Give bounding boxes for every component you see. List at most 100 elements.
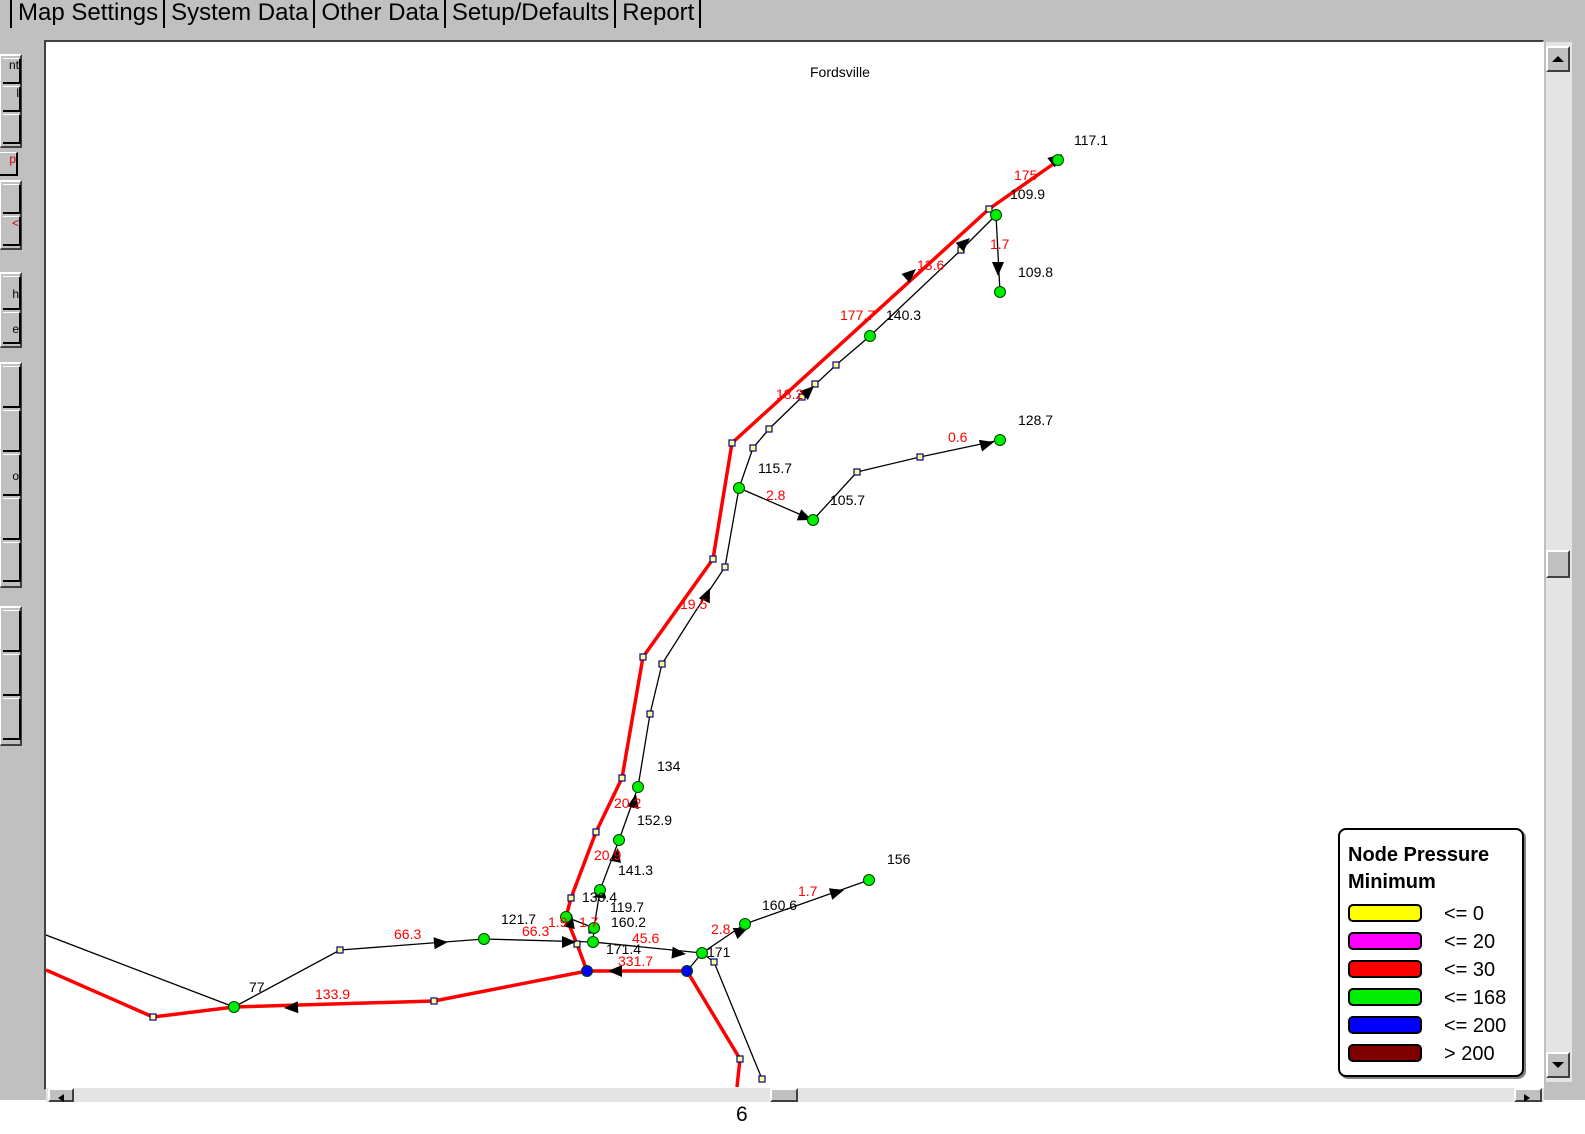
page-number-bar: 6 [0, 1100, 1585, 1134]
legend-title-line-2: Minimum [1348, 871, 1436, 893]
flow-label: 66.3 [522, 923, 549, 939]
junction-node[interactable] [864, 330, 876, 342]
scroll-down-button[interactable] [1546, 1052, 1570, 1078]
scroll-left-button[interactable] [48, 1088, 74, 1102]
flow-label: 0.6 [948, 429, 968, 445]
tab-map-settings[interactable]: Map Settings [10, 0, 163, 28]
toolbar-group-5 [0, 606, 22, 746]
pipe-vertex [336, 946, 344, 954]
scroll-right-button[interactable] [1514, 1088, 1542, 1102]
toolbar-button-15[interactable] [3, 654, 21, 696]
junction-node[interactable] [807, 514, 819, 526]
toolbar-button-3[interactable] [3, 114, 21, 144]
junction-node[interactable] [632, 781, 644, 793]
legend-title: Node Pressure Minimum [1348, 842, 1489, 896]
pipe-vertex [765, 425, 773, 433]
pipe [46, 968, 742, 1088]
flow-label: 13.6 [917, 257, 944, 273]
junction-node[interactable] [1052, 154, 1064, 166]
pipe-vertex [985, 205, 993, 213]
flow-arrow [609, 848, 621, 863]
toolbar-button-2[interactable]: l [3, 86, 21, 112]
toolbar-button-4[interactable]: p [0, 152, 18, 176]
junction-node[interactable] [588, 922, 600, 934]
junction-node[interactable] [560, 911, 572, 923]
map-canvas[interactable]: Fordsville [44, 40, 1544, 1090]
junction-node-blue[interactable] [681, 965, 693, 977]
pipe-vertex [798, 393, 806, 401]
tab-setup-defaults[interactable]: Setup/Defaults [443, 0, 614, 28]
flow-label: 1.9 [548, 914, 568, 930]
toolbar-button-8[interactable]: e [3, 312, 21, 344]
flow-arrow [671, 946, 686, 959]
legend-label: <= 168 [1444, 987, 1507, 1009]
flow-arrow [284, 1001, 299, 1014]
flow-label: 1.7 [990, 236, 1010, 252]
junction-node[interactable] [696, 947, 708, 959]
junction-node-blue[interactable] [581, 965, 593, 977]
pipe-vertex [916, 453, 924, 461]
pressure-label: 121.7 [501, 911, 536, 927]
legend-swatch [1348, 1016, 1422, 1034]
toolbar-button-13[interactable] [3, 542, 21, 582]
legend-swatch [1348, 988, 1422, 1006]
pipe-vertices [149, 205, 993, 1083]
pipe-vertex [618, 774, 626, 782]
pressure-label: 109.9 [1010, 186, 1045, 202]
junction-node[interactable] [478, 933, 490, 945]
pressure-label: 77 [249, 979, 265, 995]
tab-report[interactable]: Report [614, 0, 702, 28]
toolbar-button-9[interactable] [3, 366, 21, 408]
junction-node[interactable] [994, 434, 1006, 446]
map-title: Fordsville [810, 64, 870, 80]
junction-node[interactable] [994, 286, 1006, 298]
toolbar-button-10[interactable] [3, 410, 21, 452]
flow-arrow [732, 928, 748, 940]
scroll-thumb-horizontal[interactable] [770, 1088, 798, 1102]
toolbar-button-5[interactable] [3, 184, 21, 214]
toolbar-button-12[interactable] [3, 498, 21, 540]
pressure-label: 152.9 [637, 812, 672, 828]
toolbar-button-1[interactable]: nt [3, 58, 21, 84]
legend-swatch [1348, 1044, 1422, 1062]
junction-node[interactable] [863, 874, 875, 886]
pipe-vertex [639, 653, 647, 661]
junction-node[interactable] [228, 1001, 240, 1013]
toolbar-button-16[interactable] [3, 698, 21, 740]
pressure-label: 105.7 [830, 492, 865, 508]
flow-arrow [698, 588, 710, 604]
flow-label: 2.8 [711, 921, 731, 937]
flow-label: 133.9 [315, 986, 350, 1002]
arrow-left-icon [58, 1094, 64, 1102]
vertical-scrollbar[interactable] [1546, 42, 1572, 1082]
pressure-label: 128.7 [1018, 412, 1053, 428]
pipe-vertex [149, 1013, 157, 1021]
scroll-up-button[interactable] [1546, 46, 1570, 72]
pipe-vertex [749, 444, 757, 452]
tab-other-data[interactable]: Other Data [313, 0, 443, 28]
legend-label: <= 200 [1444, 1015, 1507, 1037]
toolbar-button-7[interactable]: h [3, 276, 21, 310]
pipe [564, 158, 1061, 972]
junction-node[interactable] [587, 936, 599, 948]
toolbar-button-6[interactable]: < [3, 216, 21, 246]
junction-node[interactable] [594, 884, 606, 896]
junction-node[interactable] [739, 918, 751, 930]
network-map[interactable]: Fordsville [46, 42, 1544, 1090]
tab-system-data[interactable]: System Data [163, 0, 313, 28]
flow-label: 66.3 [394, 926, 421, 942]
pressure-label: 117.1 [1074, 132, 1108, 148]
toolbar-button-14[interactable] [3, 610, 21, 652]
highlighted-pipes [46, 158, 1061, 1088]
toolbar-button-11[interactable]: o [3, 454, 21, 496]
junction-node[interactable] [613, 834, 625, 846]
junction-node[interactable] [990, 209, 1002, 221]
pipe-vertex [758, 1075, 766, 1083]
pressure-label: 130.4 [582, 889, 617, 905]
horizontal-scrollbar[interactable] [46, 1088, 1544, 1102]
pipe [686, 952, 763, 1080]
pipe-vertex [853, 468, 861, 476]
junction-node[interactable] [733, 482, 745, 494]
pipe [592, 214, 997, 954]
scroll-thumb-vertical[interactable] [1546, 550, 1570, 578]
